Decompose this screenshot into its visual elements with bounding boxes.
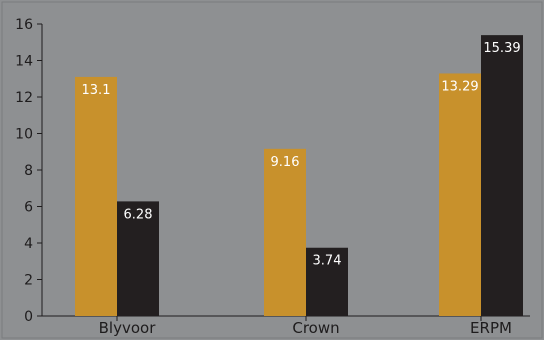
bar — [481, 35, 523, 316]
data-label: 3.74 — [313, 254, 342, 269]
x-tick-label: Blyvoor — [99, 319, 157, 337]
data-label: 13.29 — [441, 79, 478, 94]
y-tick-label: 8 — [24, 163, 33, 179]
data-label: 9.16 — [271, 155, 300, 170]
data-label: 15.39 — [483, 41, 520, 56]
bars — [75, 35, 523, 317]
y-tick-label: 12 — [15, 90, 33, 106]
bar — [75, 76, 117, 316]
x-tick-label: Crown — [292, 319, 339, 337]
data-labels: 13.1 6.28 9.16 3.74 13.29 15.39 — [82, 41, 521, 269]
y-tick-label: 14 — [15, 54, 33, 70]
bar — [439, 73, 481, 317]
y-tick-label: 6 — [24, 200, 33, 216]
y-tick-label: 4 — [24, 236, 33, 252]
x-tick-label: ERPM — [470, 319, 512, 337]
y-tick-label: 2 — [24, 273, 33, 289]
y-tick-label: 16 — [15, 17, 33, 33]
data-label: 13.1 — [82, 83, 111, 98]
bar — [117, 201, 159, 316]
bar — [264, 148, 306, 316]
bar — [306, 247, 348, 316]
y-tick-label: 0 — [24, 309, 33, 325]
data-label: 6.28 — [124, 207, 153, 222]
y-tick-label: 10 — [15, 127, 33, 143]
